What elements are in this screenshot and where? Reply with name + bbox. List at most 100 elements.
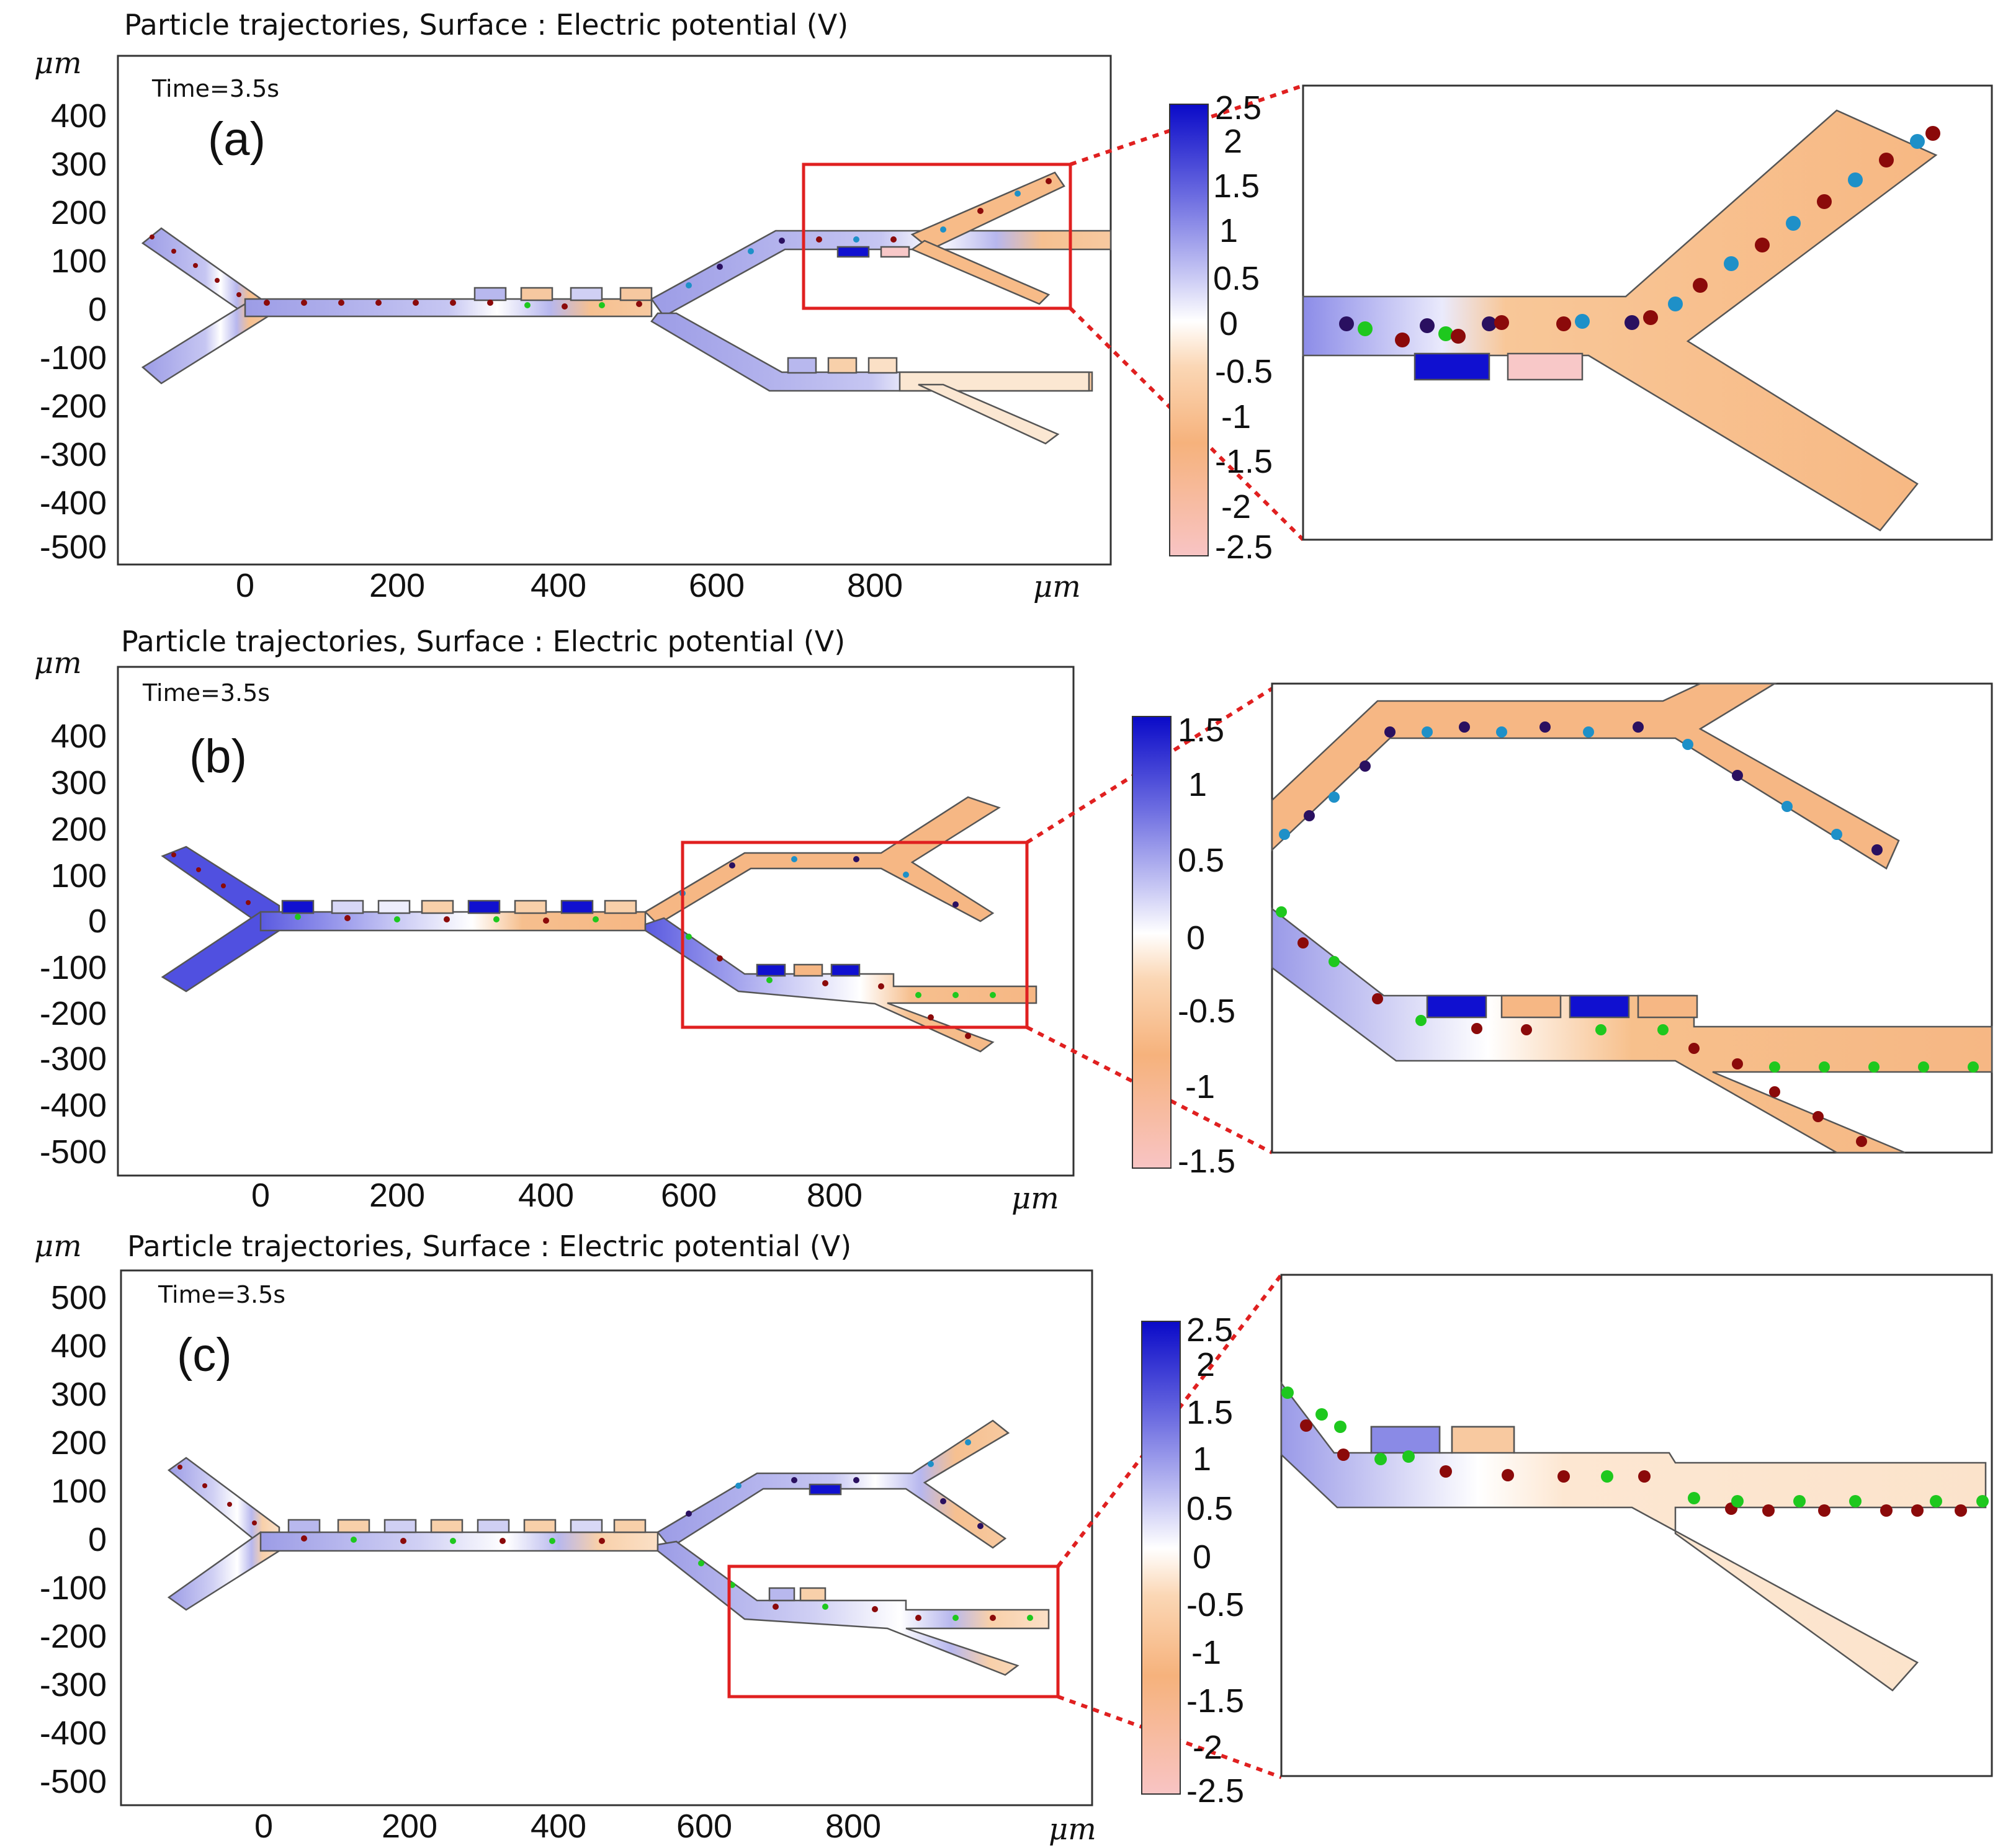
particle: [1668, 297, 1683, 311]
particle: [1595, 1024, 1606, 1035]
particle: [599, 1538, 605, 1544]
particle: [1334, 1421, 1347, 1433]
particle: [1372, 993, 1383, 1004]
main-channel: [259, 1531, 659, 1552]
y-tick: -400: [40, 1087, 107, 1124]
particle: [227, 1502, 232, 1507]
x-tick: 0: [251, 1177, 270, 1214]
x-tick: 200: [369, 1177, 425, 1214]
particle: [1502, 1469, 1514, 1481]
electrode: [430, 1519, 464, 1533]
colorbar-tick: -1.5: [1186, 1682, 1244, 1720]
upper-branch: [643, 796, 1001, 926]
colorbar-tick: 0: [1186, 919, 1205, 957]
particle: [1337, 1448, 1350, 1461]
particle: [196, 867, 201, 872]
colorbar-tick: 1.5: [1178, 712, 1224, 749]
particle: [872, 1606, 878, 1612]
particle: [1688, 1492, 1700, 1504]
particle: [686, 1511, 692, 1517]
particle: [1868, 1061, 1880, 1073]
y-tick: 100: [51, 1473, 107, 1510]
electrode: [867, 357, 898, 374]
electrode: [520, 287, 553, 301]
colorbar: [1132, 716, 1172, 1169]
particle: [171, 249, 176, 254]
particle: [1339, 316, 1354, 331]
particle: [878, 983, 884, 989]
colorbar-tick: 2: [1224, 123, 1242, 160]
particle: [822, 980, 828, 986]
particle: [1297, 937, 1309, 949]
y-tick: 200: [51, 811, 107, 848]
electrode: [337, 1519, 370, 1533]
panel-c-label: (c): [177, 1329, 232, 1382]
electrode: [570, 287, 603, 301]
electrode: [1426, 994, 1487, 1019]
inset-frame: [1280, 1274, 1993, 1777]
particle: [1968, 1061, 1979, 1073]
colorbar-tick: 2.5: [1186, 1311, 1233, 1349]
electrode: [1500, 994, 1562, 1019]
particle: [1693, 278, 1708, 293]
y-tick: -200: [40, 1618, 107, 1655]
colorbar-tick: 0: [1193, 1538, 1211, 1576]
panel-c-y-unit: μm: [34, 1229, 82, 1264]
panel-a-x-axis: 0 200 400 600 800 μm: [236, 567, 1081, 604]
electrode: [383, 1519, 417, 1533]
particle: [599, 302, 605, 308]
y-tick: 400: [51, 1328, 107, 1365]
particle: [1440, 1465, 1452, 1478]
colorbar-tick: 2.5: [1215, 89, 1261, 127]
x-tick: 600: [689, 567, 745, 604]
y-tick: -500: [40, 529, 107, 566]
particle: [1384, 726, 1396, 738]
particle: [1438, 326, 1453, 341]
y-tick: -200: [40, 995, 107, 1032]
particle: [1521, 1024, 1532, 1035]
colorbar-tick: 0.5: [1178, 842, 1224, 879]
colorbar-tick: 2: [1196, 1346, 1215, 1383]
particle: [562, 303, 568, 310]
x-tick: 400: [531, 1808, 586, 1845]
particle: [549, 1538, 555, 1544]
y-tick: 300: [51, 1376, 107, 1413]
particle: [400, 1538, 406, 1544]
particle: [1976, 1495, 1989, 1507]
y-tick: 0: [88, 291, 107, 328]
particle: [236, 292, 241, 297]
y-tick: 300: [51, 146, 107, 183]
particle: [1360, 761, 1371, 772]
colorbar-tick: -0.5: [1178, 993, 1235, 1030]
particle: [766, 977, 773, 983]
colorbar-tick: -2: [1221, 488, 1251, 525]
colorbar-tick: 1.5: [1213, 167, 1260, 205]
electrode: [619, 287, 653, 301]
particle: [779, 238, 785, 244]
zoom-connector: [1070, 84, 1304, 166]
particle: [150, 234, 155, 239]
particle: [444, 916, 450, 922]
panel-c-title: Particle trajectories, Surface : Electri…: [127, 1230, 851, 1263]
particle: [1279, 829, 1290, 840]
particle: [717, 955, 723, 962]
electrode: [880, 246, 910, 258]
panel-c-channel: [167, 1419, 1050, 1676]
y-tick: 500: [51, 1279, 107, 1316]
panel-c-zoom-box: [727, 1565, 1060, 1698]
particle: [1633, 721, 1644, 733]
particle: [1471, 1023, 1482, 1034]
particle: [1358, 321, 1373, 336]
particle: [1420, 318, 1435, 333]
particle: [1910, 134, 1925, 149]
x-tick: 800: [825, 1808, 881, 1845]
particle: [1281, 1386, 1294, 1399]
particle: [990, 1615, 996, 1621]
particle: [940, 1498, 946, 1504]
electrode: [473, 287, 507, 301]
particle: [593, 916, 599, 922]
panel-b-zoom-inset: [1271, 682, 1993, 1154]
particle: [1848, 172, 1863, 187]
particle: [1819, 1061, 1830, 1073]
